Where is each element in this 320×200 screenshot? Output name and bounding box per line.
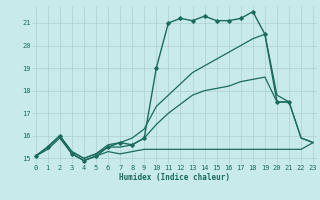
- X-axis label: Humidex (Indice chaleur): Humidex (Indice chaleur): [119, 173, 230, 182]
